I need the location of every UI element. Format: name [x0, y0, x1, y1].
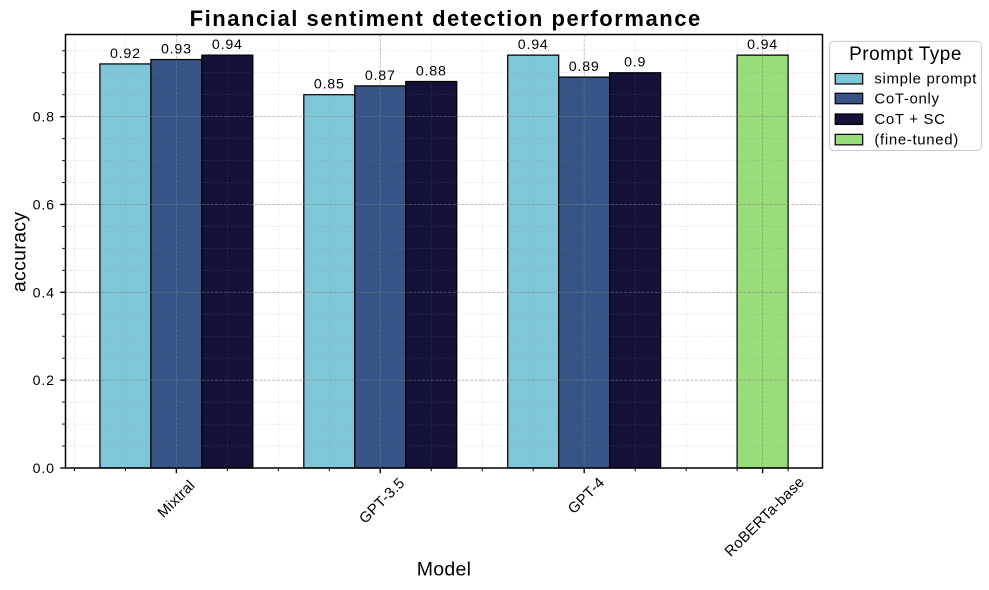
- svg-text:0.94: 0.94: [212, 37, 243, 53]
- svg-text:0.85: 0.85: [314, 77, 345, 93]
- svg-text:Model: Model: [417, 559, 472, 581]
- svg-text:Financial sentiment detection: Financial sentiment detection performanc…: [190, 6, 702, 31]
- svg-text:0.8: 0.8: [33, 110, 55, 126]
- svg-text:0.4: 0.4: [33, 285, 55, 301]
- svg-text:simple prompt: simple prompt: [874, 71, 977, 88]
- svg-text:0.94: 0.94: [518, 37, 549, 53]
- svg-text:0.9: 0.9: [624, 55, 646, 71]
- svg-text:0.0: 0.0: [33, 461, 55, 477]
- svg-text:0.88: 0.88: [416, 64, 447, 80]
- svg-text:0.6: 0.6: [33, 197, 55, 213]
- svg-text:0.94: 0.94: [747, 37, 778, 53]
- svg-text:0.93: 0.93: [161, 42, 192, 58]
- svg-text:CoT-only: CoT-only: [874, 90, 939, 107]
- svg-text:accuracy: accuracy: [8, 212, 30, 292]
- svg-text:0.2: 0.2: [33, 373, 55, 389]
- svg-text:0.87: 0.87: [365, 68, 396, 84]
- svg-text:Prompt Type: Prompt Type: [849, 44, 962, 65]
- svg-text:(fine-tuned): (fine-tuned): [874, 131, 959, 148]
- svg-text:0.89: 0.89: [569, 59, 600, 75]
- svg-text:0.92: 0.92: [110, 46, 141, 62]
- svg-text:CoT + SC: CoT + SC: [874, 111, 945, 128]
